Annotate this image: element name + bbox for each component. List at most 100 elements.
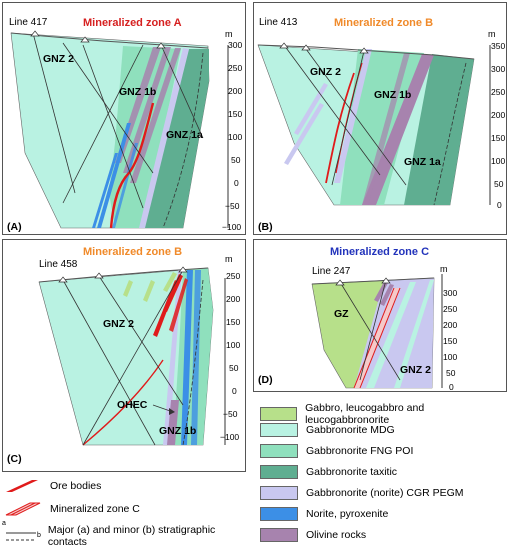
tick-label: −50 xyxy=(223,409,238,419)
panel-c: Mineralized zone B Line 458 m GNZ 2 GNZ … xyxy=(2,239,246,472)
legend-label: Gabbronorite taxitic xyxy=(306,466,398,478)
tick-label: 50 xyxy=(231,155,241,165)
taxitic-swatch xyxy=(260,465,298,479)
panel-c-unit: m xyxy=(225,254,233,264)
legend-gabbro: Gabbro, leucogabbro and leucogabbronorit… xyxy=(260,402,506,426)
panel-c-letter: (C) xyxy=(7,453,22,465)
tick-label: 150 xyxy=(491,133,506,143)
panel-a-line: Line 417 xyxy=(9,17,48,28)
legend-label: Gabbronorite MDG xyxy=(306,424,395,436)
panel-c-line: Line 458 xyxy=(39,259,78,270)
panel-d-label-gz: GZ xyxy=(334,308,349,320)
panel-b-label-gnz2: GNZ 2 xyxy=(310,66,341,78)
tick-label: 50 xyxy=(446,368,456,378)
panel-b-letter: (B) xyxy=(258,221,273,233)
panel-d-line: Line 247 xyxy=(312,266,351,277)
fng-swatch xyxy=(260,444,298,458)
panel-c-section xyxy=(38,266,226,446)
norite-swatch xyxy=(260,507,298,521)
legend-fng: Gabbronorite FNG POI xyxy=(260,444,413,458)
panel-d-label-gnz2: GNZ 2 xyxy=(400,364,431,376)
tick-label: 0 xyxy=(497,200,502,210)
legend-taxitic: Gabbronorite taxitic xyxy=(260,465,397,479)
tick-label: 100 xyxy=(228,132,243,142)
panel-a: Line 417 Mineralized zone A m GNZ 2 GNZ … xyxy=(2,2,246,235)
tick-label: 300 xyxy=(491,64,506,74)
tick-label: 150 xyxy=(226,317,241,327)
tick-label: 300 xyxy=(228,40,243,50)
legend-right: Gabbro, leucogabbro and leucogabbronorit… xyxy=(260,400,506,548)
panel-c-label-gnz2: GNZ 2 xyxy=(103,318,134,330)
mineralized-zone-c-swatch xyxy=(5,502,41,516)
tick-label: 50 xyxy=(229,363,239,373)
legend-label: Ore bodies xyxy=(50,480,102,492)
panel-b-label-gnz1a: GNZ 1a xyxy=(404,156,441,168)
tick-label: −100 xyxy=(222,222,242,232)
panel-b-label-gnz1b: GNZ 1b xyxy=(374,89,412,101)
panel-c-title: Mineralized zone B xyxy=(83,246,183,258)
contact-a-key: a xyxy=(2,520,6,527)
legend-label: Norite, pyroxenite xyxy=(306,508,389,520)
cgr-swatch xyxy=(260,486,298,500)
panel-a-label-gnz1b: GNZ 1b xyxy=(119,86,157,98)
panel-a-letter: (A) xyxy=(7,221,22,233)
tick-label: 250 xyxy=(443,304,458,314)
legend-mdg: Gabbronorite MDG xyxy=(260,423,395,437)
panel-b-unit: m xyxy=(488,29,496,39)
tick-label: 250 xyxy=(491,87,506,97)
legend-ore-bodies: Ore bodies xyxy=(2,478,101,494)
tick-label: 200 xyxy=(228,86,243,96)
legend-label: Major (a) and minor (b) stratigraphic co… xyxy=(47,524,216,548)
tick-label: −100 xyxy=(220,432,240,442)
tick-label: 200 xyxy=(491,110,506,120)
contact-b-key: b xyxy=(37,532,41,539)
tick-label: 250 xyxy=(228,63,243,73)
panel-a-label-gnz2: GNZ 2 xyxy=(43,53,74,65)
legend-label: Gabbronorite FNG POI xyxy=(306,445,414,457)
gabbro-swatch xyxy=(260,407,298,421)
tick-label: 200 xyxy=(226,294,241,304)
legend-contacts: a b Major (a) and minor (b) stratigraphi… xyxy=(2,520,246,548)
tick-label: 100 xyxy=(443,352,458,362)
tick-label: 100 xyxy=(226,340,241,350)
panel-c-label-gnz1b: GNZ 1b xyxy=(159,425,197,437)
legend-label: Gabbronorite (norite) CGR PEGM xyxy=(306,487,464,499)
legend-mineralized-zone-c: Mineralized zone C xyxy=(2,501,140,517)
legend-olivine: Olivine rocks xyxy=(260,528,366,542)
tick-label: 150 xyxy=(228,109,243,119)
legend-label: Mineralized zone C xyxy=(50,503,140,515)
tick-label: 0 xyxy=(232,386,237,396)
panel-c-label-ohec: OHEC xyxy=(117,399,148,411)
panel-a-section xyxy=(10,30,229,229)
tick-label: 150 xyxy=(443,336,458,346)
legend-norite: Norite, pyroxenite xyxy=(260,507,388,521)
legend-label: Gabbro, leucogabbro and leucogabbronorit… xyxy=(305,402,425,426)
panel-d-title: Mineralized zone C xyxy=(330,246,430,258)
legend-label: Olivine rocks xyxy=(306,529,367,541)
tick-label: 0 xyxy=(234,178,239,188)
tick-label: 350 xyxy=(491,41,506,51)
panel-d-letter: (D) xyxy=(258,374,273,386)
tick-label: 0 xyxy=(449,382,454,392)
panel-b: Line 413 Mineralized zone B m GNZ 2 GNZ … xyxy=(253,2,507,235)
panel-d: Mineralized zone C Line 247 m GZ GNZ 2 (… xyxy=(253,239,507,392)
legend-cgr: Gabbronorite (norite) CGR PEGM xyxy=(260,486,464,500)
legend-left: Ore bodies Mineralized zone C a b Major … xyxy=(2,476,246,548)
tick-label: 50 xyxy=(494,179,504,189)
panel-a-unit: m xyxy=(225,29,233,39)
ore-bodies-swatch xyxy=(6,480,38,492)
mdg-swatch xyxy=(260,423,298,437)
panel-a-title: Mineralized zone A xyxy=(83,17,182,29)
panel-d-unit: m xyxy=(440,264,448,274)
tick-label: 200 xyxy=(443,320,458,330)
tick-label: 300 xyxy=(443,288,458,298)
tick-label: −50 xyxy=(225,201,240,211)
panel-d-section xyxy=(311,274,443,389)
tick-label: 100 xyxy=(491,156,506,166)
panel-b-section xyxy=(257,42,491,206)
panel-b-title: Mineralized zone B xyxy=(334,17,434,29)
panel-b-line: Line 413 xyxy=(259,17,298,28)
tick-label: 250 xyxy=(226,271,241,281)
contacts-swatch xyxy=(6,532,36,541)
olivine-swatch xyxy=(260,528,298,542)
